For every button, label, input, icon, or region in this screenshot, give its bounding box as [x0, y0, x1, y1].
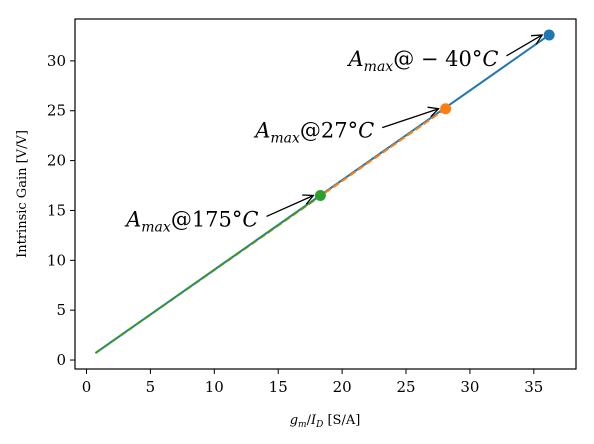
annotation-a: A: [124, 207, 141, 231]
data-point-2: [440, 103, 452, 115]
plot-area: [94, 29, 555, 354]
annotation-1: Amax@ − 40°C: [347, 35, 543, 75]
x-axis-label-m: m: [298, 420, 307, 430]
data-point-3: [314, 189, 326, 201]
x-axis-label: gm/ID [S/A]: [290, 413, 361, 430]
annotation-label: Amax@175°C: [124, 207, 258, 235]
annotation-c: C: [482, 47, 498, 71]
x-axis-label-d: D: [315, 420, 323, 430]
x-axis-label-unit: [S/A]: [323, 413, 360, 428]
axis-ticks: 0 5 10 15 20 25 30 35 0 5 10 15 20 25 30: [47, 52, 543, 396]
annotation-at: @: [393, 47, 414, 71]
x-axis-label-slash: /: [307, 413, 312, 428]
annotation-temp: − 40°: [414, 47, 482, 71]
annotation-sub: max: [364, 59, 394, 75]
y-tick-label: 5: [56, 301, 66, 319]
annotation-2: Amax@27°C: [253, 109, 438, 147]
annotation-sub: max: [270, 131, 300, 147]
x-tick-label: 30: [460, 378, 479, 396]
y-tick-label: 10: [47, 251, 66, 269]
annotation-label: Amax@27°C: [253, 119, 374, 147]
x-tick-label: 35: [524, 378, 543, 396]
plot-frame: [74, 18, 577, 370]
annotation-sub: max: [141, 219, 171, 235]
annotation-arrow: [382, 109, 438, 129]
annotation-c: C: [358, 119, 374, 143]
annotation-a: A: [347, 47, 364, 71]
y-tick-label: 25: [47, 102, 66, 120]
annotation-3: Amax@175°C: [124, 195, 313, 235]
y-axis-label: Intrinsic Gain [V/V]: [15, 130, 30, 258]
x-tick-label: 25: [396, 378, 415, 396]
annotation-label: Amax@ − 40°C: [347, 47, 499, 75]
annotation-at: @: [300, 119, 321, 143]
series-line-3: [94, 194, 321, 354]
y-tick-label: 20: [47, 152, 66, 170]
y-tick-label: 15: [47, 201, 66, 219]
annotation-arrow: [266, 195, 313, 218]
x-tick-label: 10: [205, 378, 224, 396]
x-axis-label-g: g: [290, 413, 298, 428]
annotation-at: @: [171, 207, 192, 231]
x-tick-label: 15: [269, 378, 288, 396]
y-tick-label: 30: [47, 52, 66, 70]
x-tick-label: 20: [333, 378, 352, 396]
annotation-temp: 27°: [321, 119, 358, 143]
annotation-arrow: [506, 35, 542, 57]
x-tick-label: 5: [146, 378, 156, 396]
annotation-temp: 175°: [192, 207, 243, 231]
data-point-1: [543, 29, 555, 41]
x-tick-label: 0: [82, 378, 92, 396]
annotation-c: C: [242, 207, 258, 231]
x-axis-label-i: I: [310, 413, 317, 428]
y-tick-label: 0: [56, 351, 66, 369]
annotation-a: A: [253, 119, 270, 143]
